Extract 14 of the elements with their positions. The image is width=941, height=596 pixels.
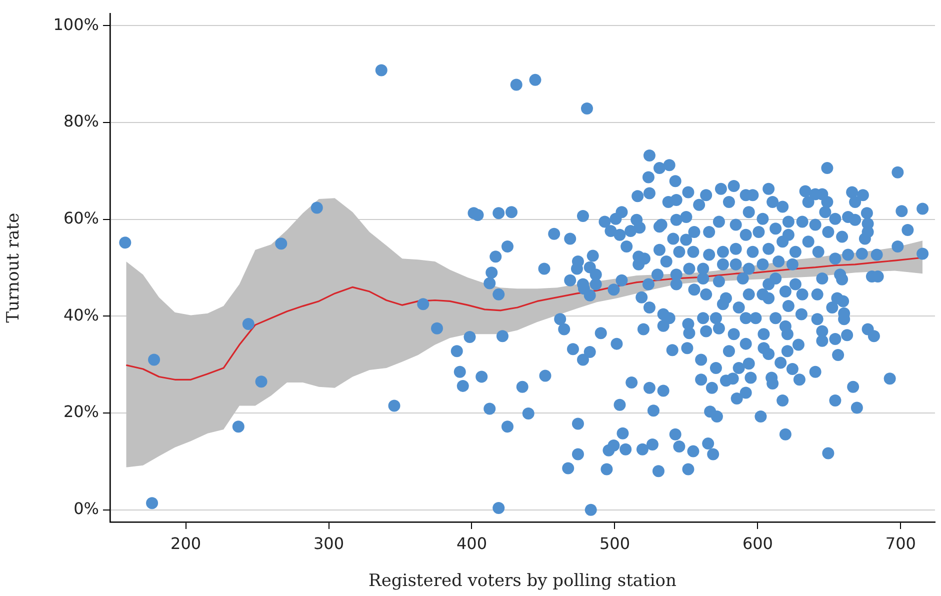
x-tick-label: 200 [170,534,202,553]
y-tick-label: 100% [53,14,99,34]
x-tick-label: 600 [742,534,773,553]
y-tick-label: 0% [74,499,99,518]
x-tick-label: 500 [599,534,630,553]
x-axis-title: Registered voters by polling station [368,571,677,592]
y-axis-title: Turnout rate [4,212,24,323]
y-tick-label: 20% [63,402,99,422]
x-tick-label: 400 [456,534,488,553]
y-tick-label: 60% [63,208,99,228]
x-tick-label: 700 [885,534,916,553]
x-tick-label: 300 [313,534,344,553]
y-tick-label: 40% [63,305,99,324]
y-tick-label: 80% [63,112,99,131]
